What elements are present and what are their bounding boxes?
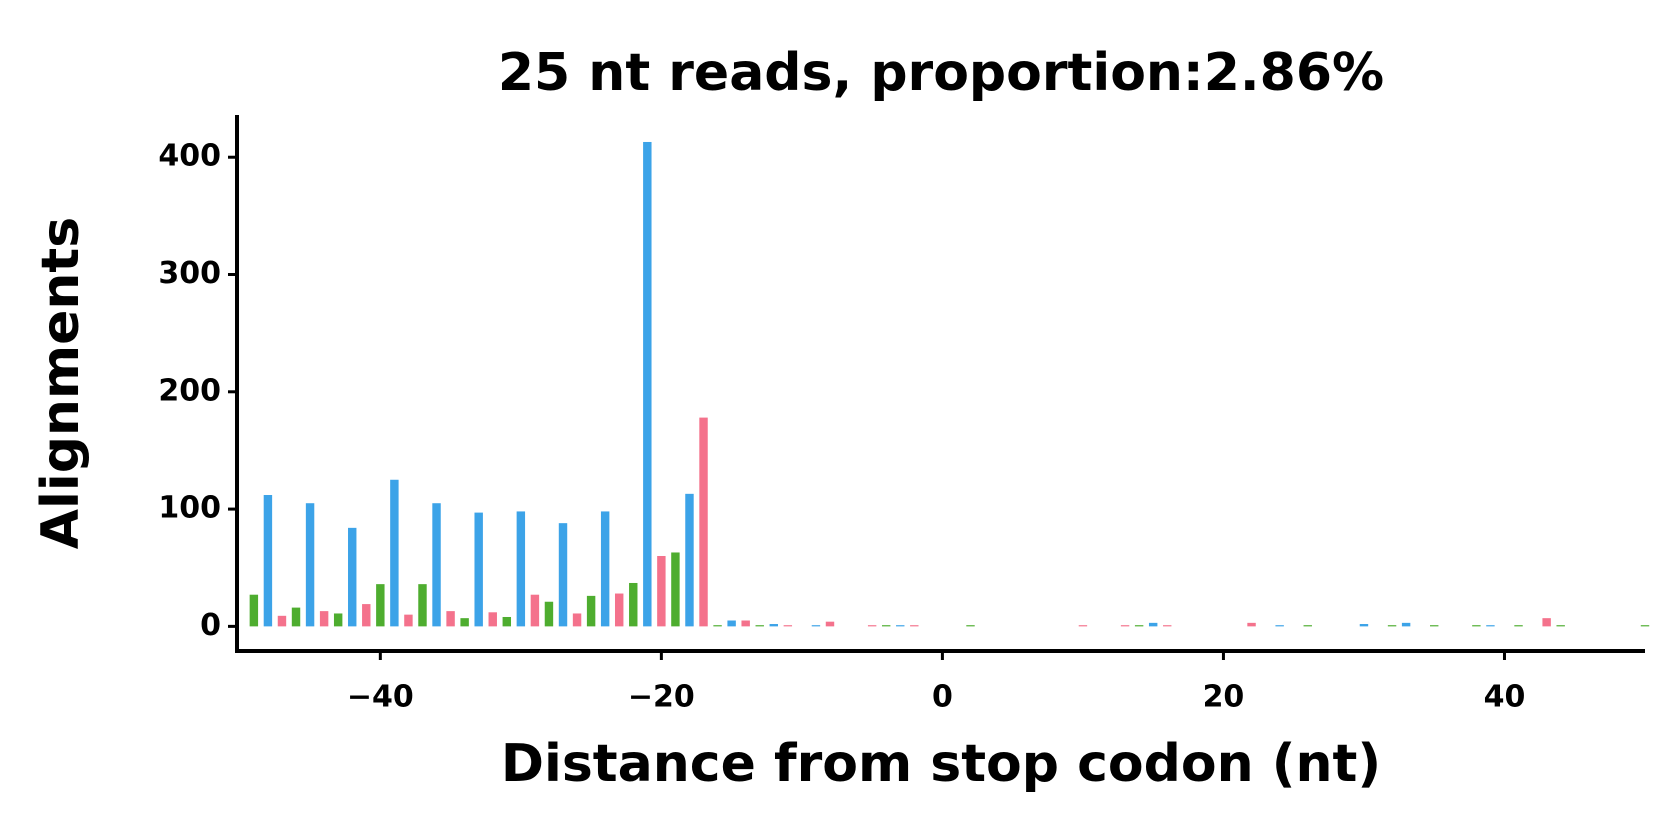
bar xyxy=(1640,625,1650,627)
bar xyxy=(1514,625,1523,627)
y-tick-label: 100 xyxy=(158,491,221,526)
bar xyxy=(446,611,455,627)
bar xyxy=(432,503,441,627)
bar xyxy=(291,607,301,627)
bar xyxy=(530,594,540,627)
x-tick-label: 40 xyxy=(1484,680,1526,715)
bar xyxy=(614,593,624,627)
bar xyxy=(629,582,638,627)
y-tick-label: 200 xyxy=(158,373,221,408)
x-tick-label: −20 xyxy=(628,680,695,715)
bar xyxy=(1387,625,1397,627)
bar xyxy=(966,625,975,627)
y-tick-label: 300 xyxy=(158,256,221,291)
x-tick-label: 0 xyxy=(932,680,953,715)
bar xyxy=(1430,625,1439,627)
bar xyxy=(600,511,610,627)
bar xyxy=(741,620,750,627)
bar xyxy=(404,614,413,627)
bar xyxy=(348,527,357,627)
bar xyxy=(1542,618,1551,627)
bar xyxy=(910,625,919,627)
bar xyxy=(657,555,666,627)
bar xyxy=(881,625,891,627)
y-tick-label: 0 xyxy=(200,608,221,643)
bar xyxy=(1486,625,1495,627)
bar xyxy=(685,493,694,627)
bar xyxy=(544,601,554,627)
x-tick-label: 20 xyxy=(1203,680,1245,715)
bar xyxy=(376,584,385,627)
bar xyxy=(502,616,512,627)
bar xyxy=(1401,622,1411,627)
bar xyxy=(1163,625,1172,627)
bar xyxy=(867,625,877,627)
bar xyxy=(1275,625,1284,627)
y-axis-label: Alignments xyxy=(31,217,91,549)
bar xyxy=(390,479,399,627)
bar xyxy=(727,620,736,627)
bar xyxy=(333,613,343,627)
bar xyxy=(1148,622,1158,627)
bar xyxy=(671,552,680,627)
bar xyxy=(896,625,905,627)
bar xyxy=(586,595,596,627)
bar xyxy=(643,141,652,627)
bar xyxy=(1078,625,1088,627)
bar xyxy=(1472,625,1481,627)
bar xyxy=(1120,625,1130,627)
bar xyxy=(769,624,778,627)
bar xyxy=(1359,624,1369,627)
bar xyxy=(783,625,793,627)
bar xyxy=(811,625,821,627)
y-tick-label: 400 xyxy=(158,139,221,174)
bar xyxy=(825,621,835,627)
bar xyxy=(572,613,582,627)
bar xyxy=(249,594,259,627)
bar xyxy=(319,611,329,627)
bar xyxy=(1303,625,1312,627)
bar xyxy=(474,512,483,627)
bar xyxy=(755,625,764,627)
bar xyxy=(263,495,273,627)
bar xyxy=(516,511,526,627)
bar xyxy=(277,615,287,627)
chart-title: 25 nt reads, proportion:2.86% xyxy=(498,43,1384,103)
bar xyxy=(699,417,708,627)
bar xyxy=(362,604,371,627)
bar xyxy=(418,584,427,627)
x-tick-label: −40 xyxy=(347,680,414,715)
x-axis-label: Distance from stop codon (nt) xyxy=(501,734,1381,794)
bar xyxy=(305,503,315,627)
bar xyxy=(488,612,497,627)
bar xyxy=(558,523,568,627)
bar xyxy=(1247,622,1256,627)
bar xyxy=(713,625,722,627)
bar xyxy=(1556,625,1565,627)
bar xyxy=(1134,625,1144,627)
bar xyxy=(460,618,469,627)
